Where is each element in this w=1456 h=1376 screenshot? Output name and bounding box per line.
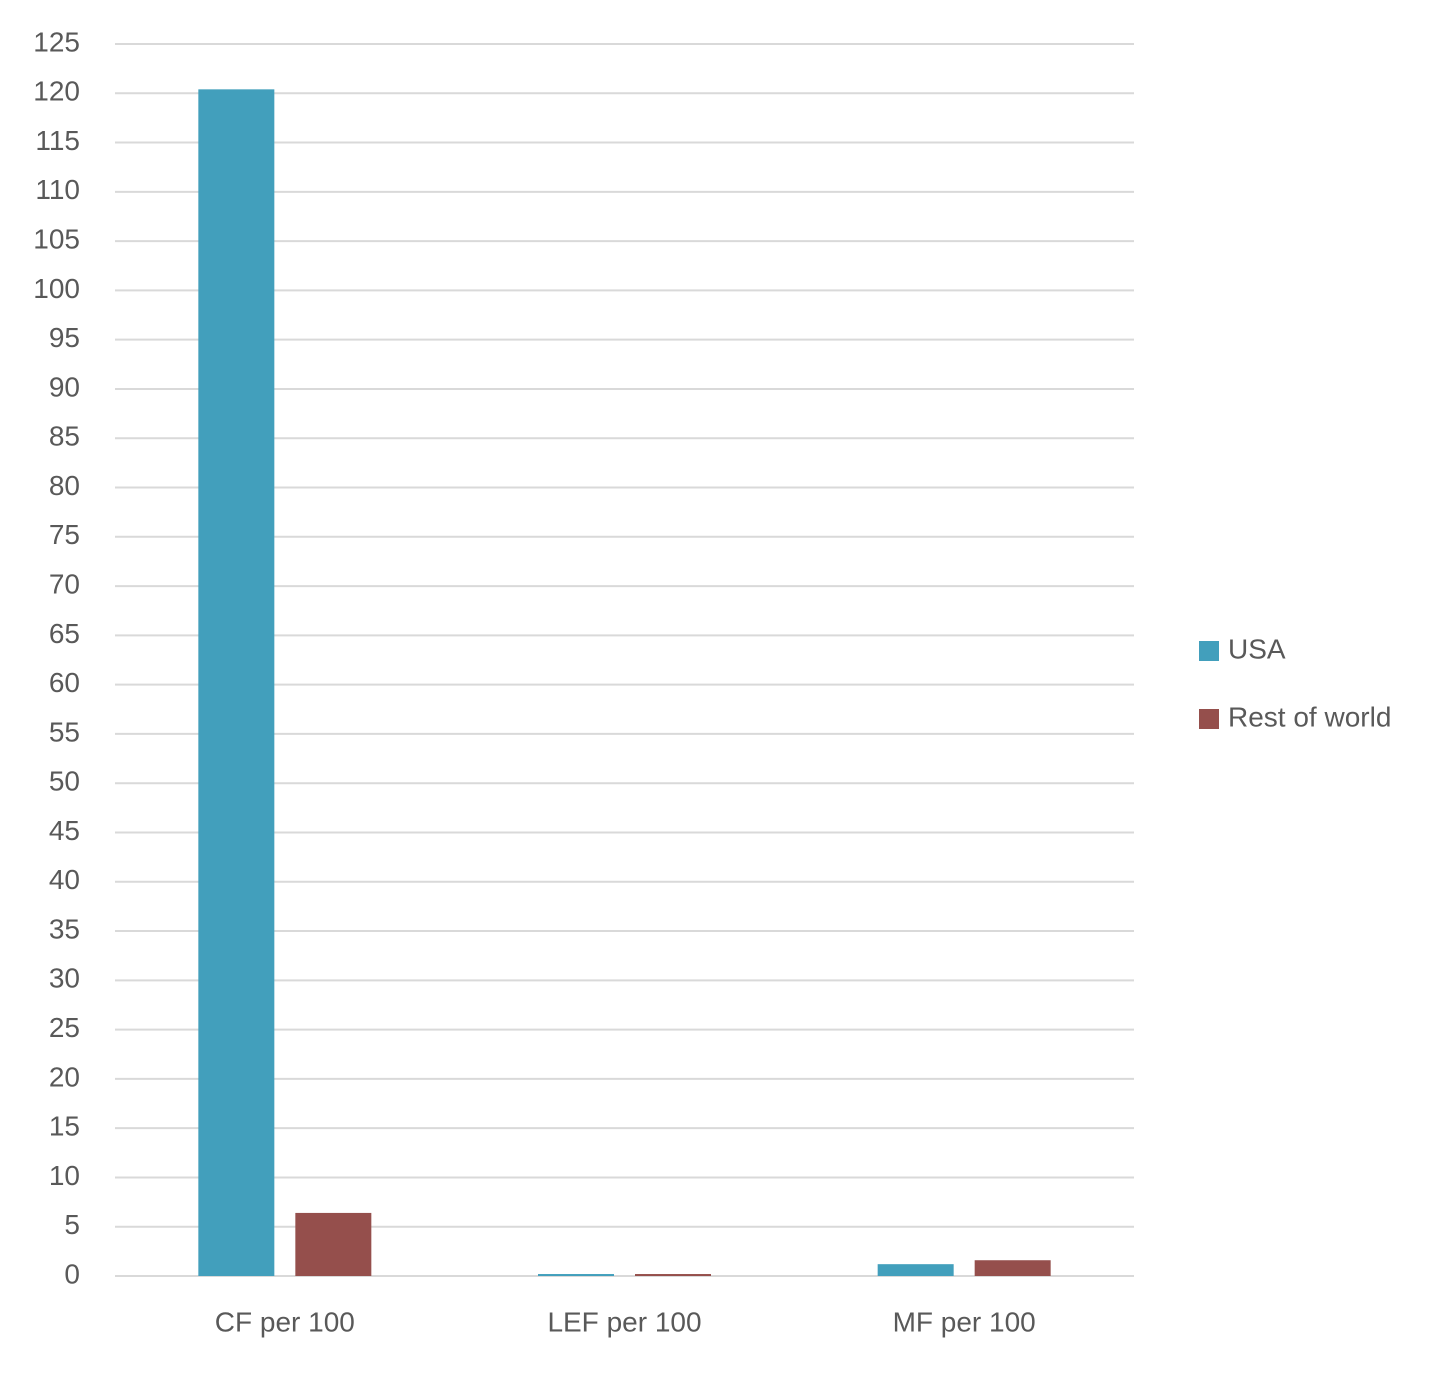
bar	[877, 1264, 954, 1276]
x-tick-label: LEF per 100	[547, 1306, 701, 1337]
legend-label: USA	[1228, 633, 1286, 664]
x-tick-label: CF per 100	[215, 1306, 355, 1337]
y-tick-label: 80	[49, 470, 80, 501]
y-tick-label: 100	[33, 273, 80, 304]
legend-swatch	[1199, 641, 1219, 661]
bar	[635, 1274, 711, 1276]
y-tick-label: 105	[33, 224, 80, 255]
y-tick-label: 10	[49, 1160, 80, 1191]
y-tick-label: 55	[49, 716, 80, 747]
bar	[974, 1260, 1051, 1276]
y-tick-label: 45	[49, 815, 80, 846]
y-tick-label: 50	[49, 766, 80, 797]
y-tick-label: 75	[49, 519, 80, 550]
y-tick-label: 15	[49, 1111, 80, 1142]
y-tick-label: 60	[49, 667, 80, 698]
legend-swatch	[1199, 709, 1219, 729]
y-tick-label: 115	[35, 125, 80, 156]
y-tick-label: 0	[64, 1258, 80, 1289]
y-tick-label: 40	[49, 864, 80, 895]
y-tick-label: 65	[49, 618, 80, 649]
y-tick-label: 90	[49, 371, 80, 402]
x-tick-label: MF per 100	[893, 1306, 1036, 1337]
y-tick-label: 110	[35, 174, 80, 205]
bar	[295, 1212, 372, 1276]
y-tick-label: 5	[64, 1209, 80, 1240]
y-tick-label: 20	[49, 1061, 80, 1092]
legend-label: Rest of world	[1228, 701, 1391, 732]
y-tick-label: 95	[49, 322, 80, 353]
y-tick-label: 120	[33, 76, 80, 107]
y-tick-label: 30	[49, 963, 80, 994]
bar	[538, 1274, 614, 1276]
y-tick-label: 125	[33, 26, 80, 57]
y-tick-label: 35	[49, 913, 80, 944]
y-tick-label: 85	[49, 421, 80, 452]
bar	[198, 89, 275, 1276]
y-tick-label: 25	[49, 1012, 80, 1043]
y-tick-label: 70	[49, 568, 80, 599]
